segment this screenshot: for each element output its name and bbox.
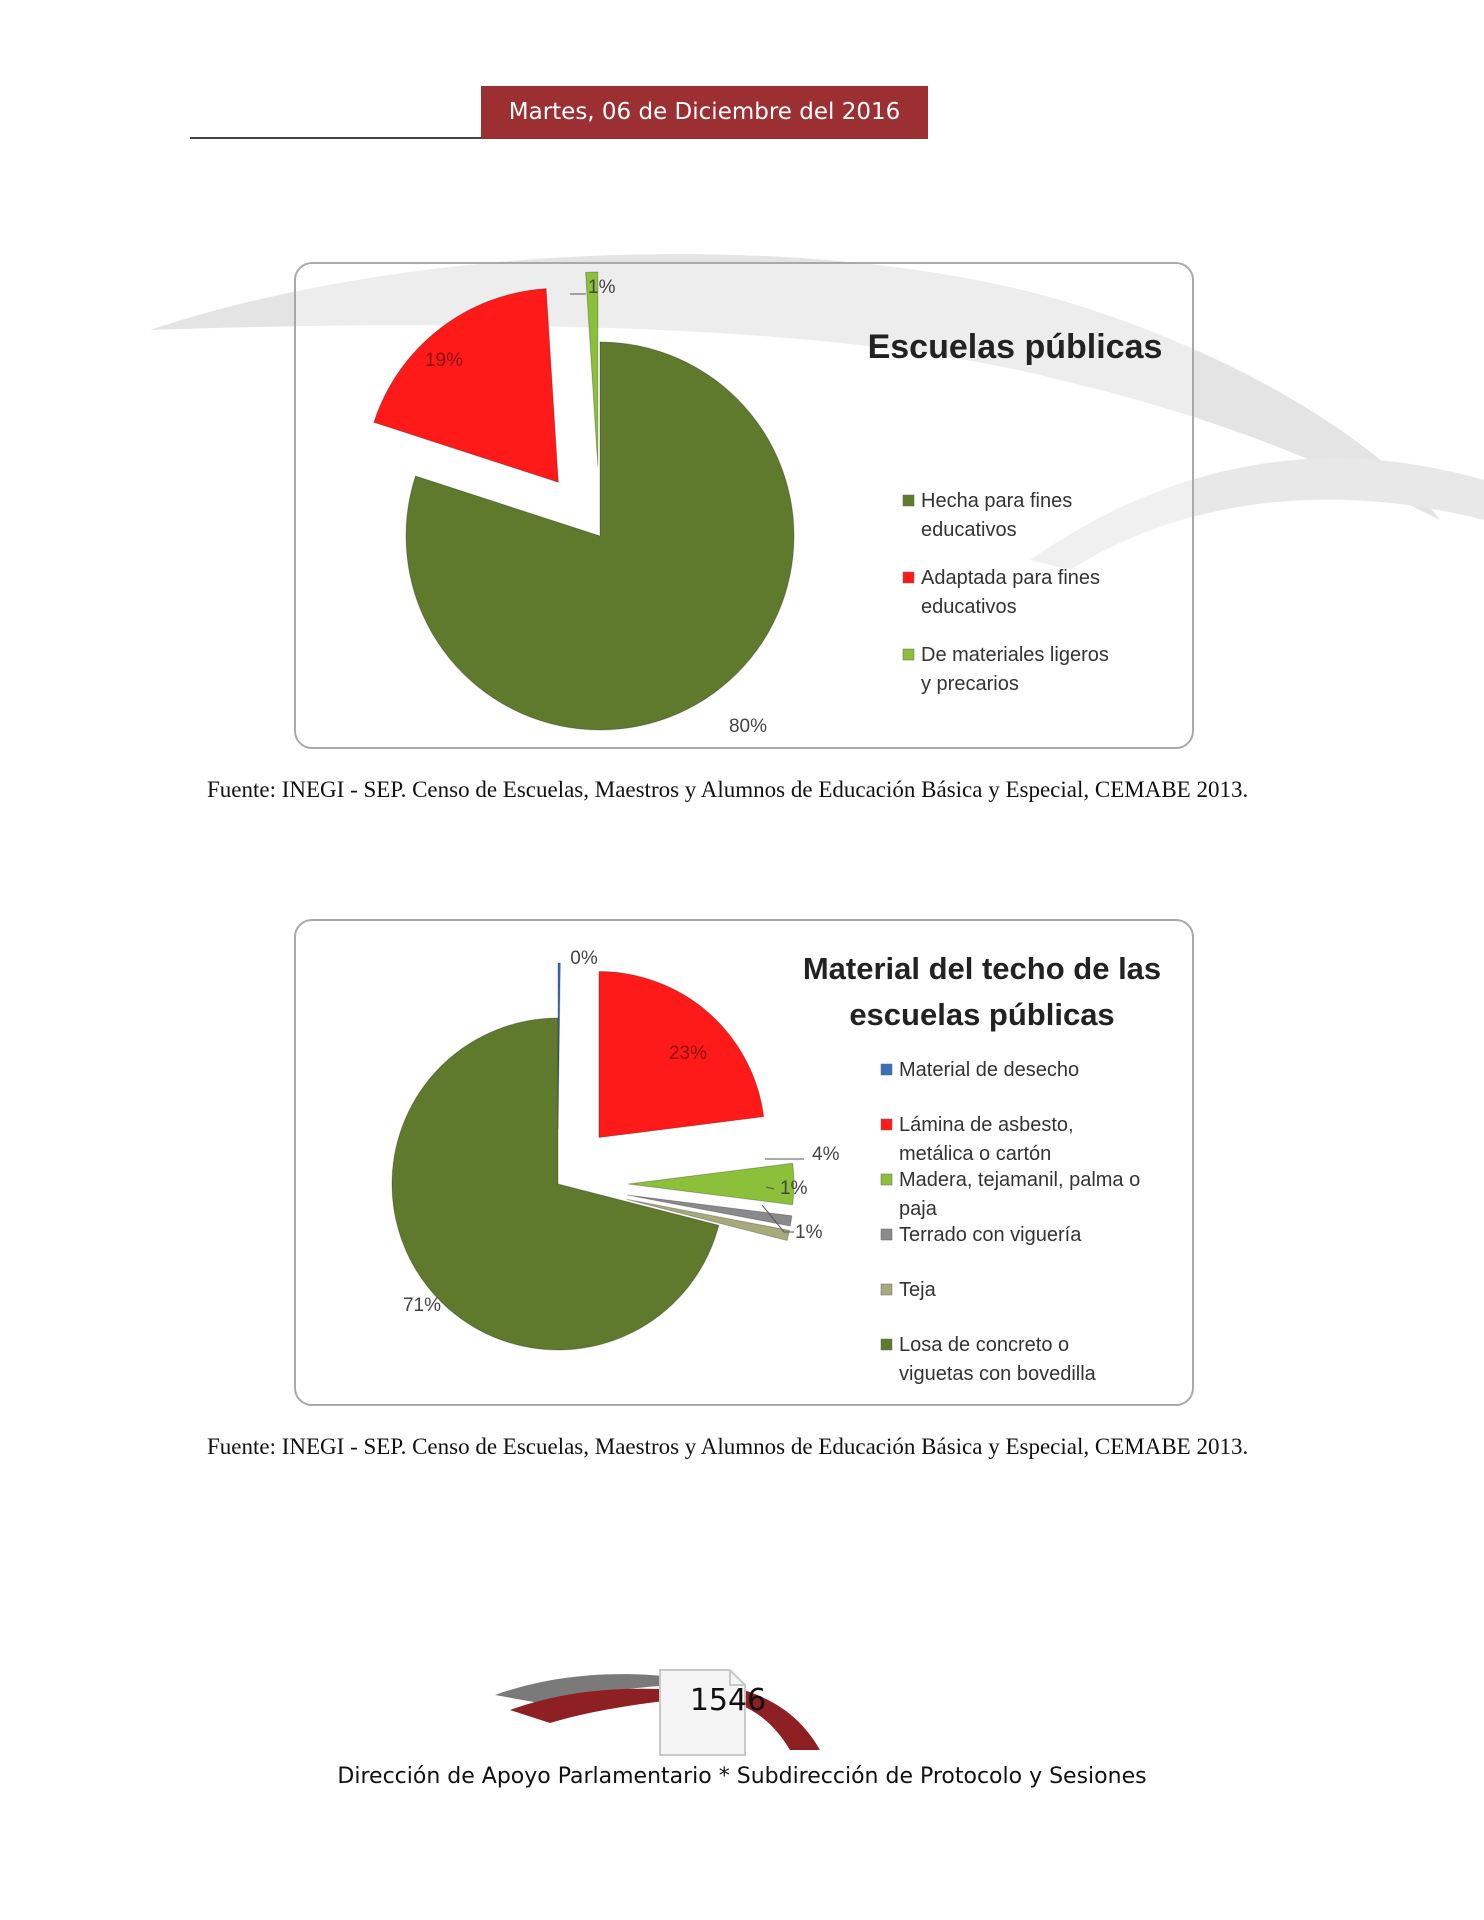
- data-label: 1%: [588, 277, 616, 298]
- page-number: 1546: [689, 1683, 767, 1718]
- chart-title: Material del techo de las: [803, 951, 1161, 986]
- data-label: 71%: [403, 1295, 441, 1316]
- legend-swatch: [880, 1118, 893, 1131]
- data-label: 23%: [669, 1043, 707, 1064]
- legend-label: Teja: [899, 1279, 937, 1301]
- legend-swatch: [880, 1283, 893, 1296]
- footer-logo: [495, 1669, 820, 1756]
- legend-label: Hecha para fines: [921, 490, 1072, 512]
- legend-swatch: [880, 1338, 893, 1351]
- header-rule: [190, 137, 482, 139]
- legend-label: viguetas con bovedilla: [899, 1363, 1097, 1385]
- legend-label: Terrado con viguería: [899, 1224, 1082, 1246]
- legend-label: educativos: [921, 596, 1017, 618]
- data-label: 0%: [570, 948, 598, 969]
- legend-swatch: [880, 1173, 893, 1186]
- legend-label: educativos: [921, 519, 1017, 541]
- source-note: Fuente: INEGI - SEP. Censo de Escuelas, …: [207, 1434, 1249, 1459]
- chart-title: escuelas públicas: [849, 997, 1114, 1032]
- data-label: 19%: [425, 350, 463, 371]
- data-label: 1%: [780, 1178, 808, 1199]
- legend-label: Adaptada para fines: [921, 567, 1100, 589]
- data-label: 4%: [812, 1144, 840, 1165]
- pie-slice-adaptada-para-fines-educativos: [373, 288, 559, 483]
- legend-swatch: [902, 648, 915, 661]
- legend-label: metálica o cartón: [899, 1143, 1051, 1165]
- legend-swatch: [902, 571, 915, 584]
- pie-slice-lamina-de-asbesto-metalica-o-carton: [598, 970, 765, 1139]
- legend-swatch: [880, 1063, 893, 1076]
- pie-chart-material-techo: Material del techo de las escuelas públic…: [391, 948, 1161, 1385]
- pie-slice-teja: [626, 1198, 790, 1242]
- legend-label: paja: [899, 1198, 938, 1220]
- legend-label: Lámina de asbesto,: [899, 1114, 1074, 1136]
- legend-swatch: [902, 494, 915, 507]
- data-label: 1%: [795, 1222, 823, 1243]
- leader-line: [761, 1204, 794, 1233]
- pie-slice-material-de-desecho: [557, 962, 561, 1130]
- leader-line: [765, 1186, 775, 1190]
- legend-label: De materiales ligeros: [921, 644, 1109, 666]
- pie-slice-terrado-con-vigueria: [627, 1194, 793, 1227]
- legend-label: y precarios: [921, 673, 1019, 695]
- pie-slice-losa-de-concreto-o-viguetas-con-bovedilla: [391, 1017, 720, 1351]
- legend-label: Madera, tejamanil, palma o: [899, 1169, 1140, 1191]
- pie-slice-madera-tejamanil-palma-o-paja: [627, 1162, 795, 1206]
- source-note: Fuente: INEGI - SEP. Censo de Escuelas, …: [207, 777, 1249, 802]
- pie-slice-de-materiales-ligeros-y-precarios: [585, 271, 599, 467]
- pie-slice-hecha-para-fines-educativos: [405, 341, 795, 731]
- legend-label: Material de desecho: [899, 1059, 1079, 1081]
- data-label: 80%: [729, 716, 767, 737]
- legend-label: Losa de concreto o: [899, 1334, 1069, 1356]
- header-date-banner: Martes, 06 de Diciembre del 2016: [481, 86, 928, 139]
- footer-text: Dirección de Apoyo Parlamentario * Subdi…: [337, 1764, 1147, 1789]
- pie-chart-escuelas-publicas: Escuelas públicas 80% 19% 1% Hecha para fin…: [373, 271, 1163, 737]
- legend-swatch: [880, 1228, 893, 1241]
- chart-title: Escuelas públicas: [868, 328, 1163, 366]
